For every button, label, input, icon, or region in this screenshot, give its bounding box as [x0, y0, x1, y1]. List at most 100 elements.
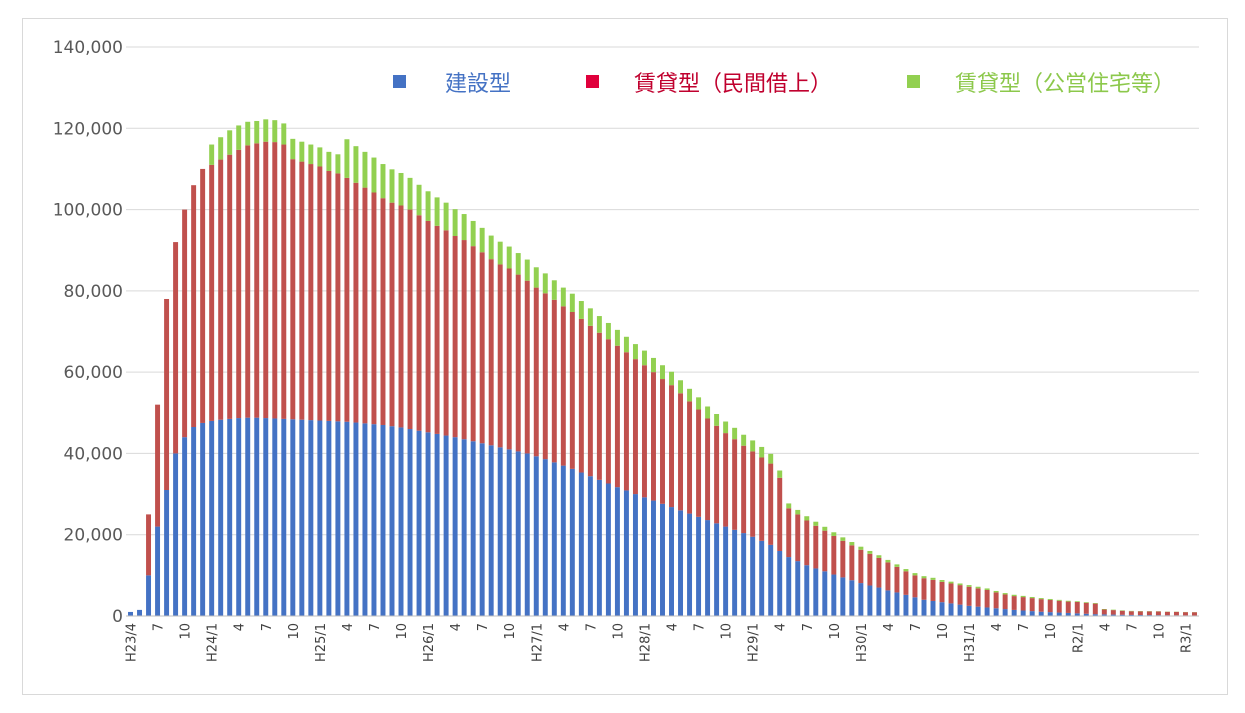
bar-segment-construction	[813, 568, 819, 616]
bar-segment-public-housing	[299, 141, 305, 162]
bar-segment-private-rental	[146, 514, 152, 576]
bar-segment-construction	[714, 523, 720, 616]
bar-segment-construction	[371, 424, 377, 616]
bar-segment-public-housing	[488, 235, 494, 260]
bar-segment-construction	[1038, 611, 1044, 616]
bar-segment-public-housing	[317, 147, 323, 167]
x-tick-label: 7	[584, 623, 599, 631]
legend-swatch-construction	[393, 75, 406, 88]
bar-segment-construction	[272, 418, 278, 616]
bar-segment-private-rental	[524, 280, 530, 454]
y-tick-label: 60,000	[64, 363, 123, 383]
bar-segment-private-rental	[236, 149, 242, 419]
bar-segment-public-housing	[1074, 601, 1080, 602]
bar-segment-construction	[948, 603, 954, 616]
bar-segment-construction	[605, 483, 611, 616]
bar-segment-construction	[470, 441, 476, 616]
bar-segment-private-rental	[768, 463, 774, 545]
bar-segment-private-rental	[569, 311, 575, 469]
bar-segment-private-rental	[1047, 599, 1053, 613]
bar-segment-public-housing	[795, 509, 801, 515]
x-tick-label: 4	[557, 623, 572, 631]
bar-segment-construction	[984, 607, 990, 616]
bar-segment-construction	[930, 600, 936, 616]
bar-segment-construction	[696, 516, 702, 616]
bar-segment-public-housing	[452, 209, 458, 236]
bar-segment-construction	[452, 437, 458, 616]
bar-segment-public-housing	[741, 434, 747, 446]
bar-segment-private-rental	[641, 365, 647, 498]
x-tick-label: H24/1	[206, 623, 221, 662]
x-tick-label: 7	[1125, 623, 1140, 631]
bar-segment-private-rental	[687, 401, 693, 514]
y-tick-label: 20,000	[64, 526, 123, 546]
bar-segment-construction	[434, 433, 440, 616]
bar-segment-public-housing	[380, 164, 386, 199]
bar-segment-construction	[236, 418, 242, 616]
bar-segment-private-rental	[461, 240, 467, 440]
bar-segment-public-housing	[921, 576, 927, 579]
bar-segment-private-rental	[1092, 603, 1098, 615]
bar-segment-private-rental	[263, 141, 269, 419]
x-tick-label: 10	[503, 623, 518, 640]
bar-segment-private-rental	[497, 264, 503, 448]
x-tick-label: 4	[449, 623, 464, 631]
bar-segment-private-rental	[173, 242, 179, 454]
bar-segment-construction	[488, 445, 494, 616]
bar-segment-public-housing	[984, 588, 990, 590]
legend-swatch-private-rental	[586, 75, 599, 88]
bar-segment-construction	[957, 604, 963, 616]
bar-segment-construction	[263, 418, 269, 616]
bar-segment-public-housing	[1065, 600, 1071, 602]
bar-segment-private-rental	[371, 192, 377, 425]
x-tick-label: 10	[395, 623, 410, 640]
bar-segment-construction	[966, 605, 972, 616]
x-tick-label: 10	[611, 623, 626, 640]
bar-segment-private-rental	[1173, 611, 1179, 616]
bar-segment-construction	[209, 420, 215, 616]
x-tick-label: 10	[1044, 623, 1059, 640]
bar-segment-construction	[1047, 612, 1053, 616]
bar-segment-construction	[362, 423, 368, 616]
bar-segment-public-housing	[939, 580, 945, 582]
x-tick-label: R2/1	[1071, 623, 1086, 653]
bar-segment-construction	[164, 490, 170, 616]
bar-segment-private-rental	[696, 409, 702, 517]
bar-segment-private-rental	[479, 252, 485, 444]
x-tick-label: 10	[287, 623, 302, 640]
bar-segment-public-housing	[651, 357, 656, 373]
bar-segment-public-housing	[497, 241, 503, 265]
bar-segment-construction	[993, 608, 999, 616]
bar-segment-private-rental	[380, 198, 386, 425]
bar-segment-public-housing	[236, 125, 242, 150]
bar-segment-construction	[137, 609, 143, 616]
bar-segment-construction	[425, 432, 431, 616]
bar-segment-construction	[623, 490, 629, 616]
x-tick-label: 4	[341, 623, 356, 631]
bar-segment-public-housing	[840, 537, 846, 541]
x-tick-label: H28/1	[638, 623, 653, 662]
bar-segment-private-rental	[614, 345, 620, 488]
bar-segment-construction	[227, 418, 233, 616]
bar-segment-private-rental	[1164, 611, 1170, 616]
bar-segment-construction	[506, 449, 512, 616]
bar-segment-construction	[596, 479, 602, 616]
bar-segment-public-housing	[1092, 603, 1098, 604]
bar-segment-construction	[804, 565, 810, 616]
bar-segment-public-housing	[416, 184, 422, 216]
bar-segment-public-housing	[209, 144, 215, 165]
bar-segment-public-housing	[966, 585, 972, 587]
bar-segment-public-housing	[290, 138, 296, 160]
bar-segment-private-rental	[912, 575, 918, 598]
bar-segment-private-rental	[317, 166, 323, 421]
bar-segment-construction	[200, 422, 206, 616]
x-tick-label: 4	[882, 623, 897, 631]
bar-segment-private-rental	[1128, 611, 1134, 615]
bar-segment-private-rental	[1146, 611, 1152, 616]
bar-segment-public-housing	[777, 470, 783, 478]
bar-segment-construction	[1056, 612, 1062, 616]
bar-segment-construction	[768, 544, 774, 617]
bar-segment-private-rental	[660, 379, 665, 504]
bar-segment-public-housing	[732, 427, 738, 440]
bar-segment-private-rental	[398, 205, 404, 428]
